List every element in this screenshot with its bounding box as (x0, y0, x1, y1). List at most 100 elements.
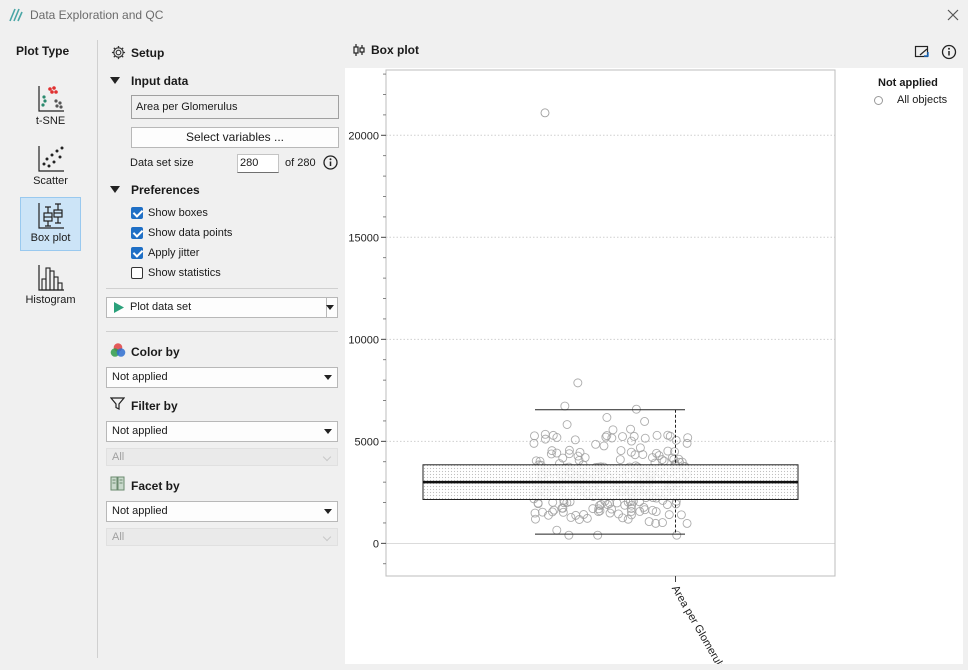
plot-title: Box plot (371, 43, 419, 57)
data-point (676, 510, 686, 520)
data-point (640, 433, 650, 443)
plot-type-column: Plot Type t-SNE Scatter Box plot (0, 30, 97, 670)
data-point (552, 433, 562, 442)
tsne-icon (37, 86, 64, 112)
data-point (552, 525, 562, 535)
plot-type-histogram[interactable]: Histogram (20, 259, 81, 313)
y-tick-label: 10000 (348, 334, 379, 346)
data-point (672, 530, 682, 540)
show-data-points-checkbox[interactable] (131, 227, 143, 239)
data-point (552, 448, 562, 458)
plot-info-icon[interactable] (941, 44, 957, 60)
data-point (639, 502, 649, 512)
play-icon (114, 302, 124, 313)
data-point (570, 435, 580, 445)
plot-type-tsne[interactable]: t-SNE (20, 80, 81, 134)
title-bar: Data Exploration and QC (0, 0, 968, 30)
data-point (530, 431, 539, 441)
data-point (564, 449, 574, 459)
facet-by-value: Not applied (112, 505, 168, 517)
data-point (651, 518, 661, 528)
color-by-select[interactable]: Not applied (106, 367, 338, 388)
filter-by-select[interactable]: Not applied (106, 421, 338, 442)
data-point (595, 506, 605, 516)
data-point (538, 507, 547, 517)
data-point (657, 455, 667, 465)
facet-sub-value: All (112, 531, 125, 543)
color-by-icon (110, 343, 126, 357)
box-plot-chart: 0 5000 10000 15000 20000 Area per Glomerulus (348, 69, 836, 670)
export-image-icon[interactable] (914, 44, 930, 60)
data-point (665, 431, 675, 441)
legend-item[interactable]: All objects (874, 94, 947, 106)
data-point (631, 404, 641, 414)
data-point (626, 510, 636, 520)
collapse-input-data-icon[interactable] (110, 77, 120, 84)
box-plot-small-icon (353, 44, 365, 56)
collapse-preferences-icon[interactable] (110, 186, 120, 193)
plot-type-scatter[interactable]: Scatter (20, 140, 81, 194)
data-point (529, 438, 539, 448)
data-point (565, 445, 574, 455)
y-tick-label: 20000 (348, 130, 379, 142)
data-point (562, 420, 572, 429)
filter-by-value: Not applied (112, 425, 168, 437)
apply-jitter-checkbox[interactable] (131, 247, 143, 259)
data-point (626, 506, 636, 516)
plot-type-label: Histogram (25, 294, 76, 306)
data-point (540, 434, 550, 444)
apply-jitter-label: Apply jitter (148, 247, 200, 259)
data-point (591, 439, 601, 449)
data-point (627, 436, 636, 446)
data-point (616, 446, 626, 456)
app-logo-icon (9, 8, 23, 22)
chevron-down-icon (322, 532, 332, 542)
data-point (573, 378, 583, 388)
dataset-size-input[interactable]: 280 (237, 154, 279, 173)
legend-item-label: All objects (897, 94, 948, 106)
data-point (547, 446, 557, 456)
data-point (612, 498, 622, 508)
data-point (546, 449, 556, 459)
data-point (558, 507, 568, 517)
show-data-points-label: Show data points (148, 227, 233, 239)
data-point (683, 433, 693, 443)
data-point (682, 438, 692, 448)
plot-data-set-label: Plot data set (130, 301, 192, 313)
divider (106, 288, 338, 289)
data-point (530, 508, 540, 518)
color-by-header: Color by (131, 345, 180, 359)
gear-icon (111, 45, 126, 60)
info-icon[interactable] (323, 155, 338, 170)
data-point (575, 447, 585, 457)
plot-type-label: Box plot (30, 232, 71, 244)
y-tick-label: 5000 (355, 436, 379, 448)
data-point (605, 508, 615, 518)
histogram-icon (37, 265, 64, 291)
input-variable-field[interactable]: Area per Glomerulus (131, 95, 339, 119)
plot-type-label: t-SNE (35, 115, 66, 127)
data-point (674, 454, 684, 464)
plot-data-set-button[interactable]: Plot data set (106, 297, 338, 318)
data-point (594, 504, 604, 514)
data-point (557, 503, 567, 513)
data-point (603, 500, 612, 509)
filter-value-select: All (106, 448, 338, 466)
show-boxes-checkbox[interactable] (131, 207, 143, 219)
data-point (599, 441, 609, 451)
select-variables-button[interactable]: Select variables ... (131, 127, 339, 148)
data-point (618, 513, 628, 523)
outlier-point (540, 108, 550, 118)
plot-type-box-plot[interactable]: Box plot (20, 197, 81, 251)
data-point (543, 510, 553, 520)
dataset-size-label: Data set size (130, 157, 194, 169)
chevron-down-icon (324, 429, 332, 434)
chevron-down-icon[interactable] (326, 305, 334, 310)
facet-by-select[interactable]: Not applied (106, 501, 338, 522)
show-statistics-checkbox[interactable] (131, 267, 143, 279)
data-point (667, 453, 677, 463)
close-button[interactable] (942, 4, 964, 26)
color-by-value: Not applied (112, 371, 168, 383)
facet-value-select: All (106, 528, 338, 546)
data-point (594, 507, 603, 517)
